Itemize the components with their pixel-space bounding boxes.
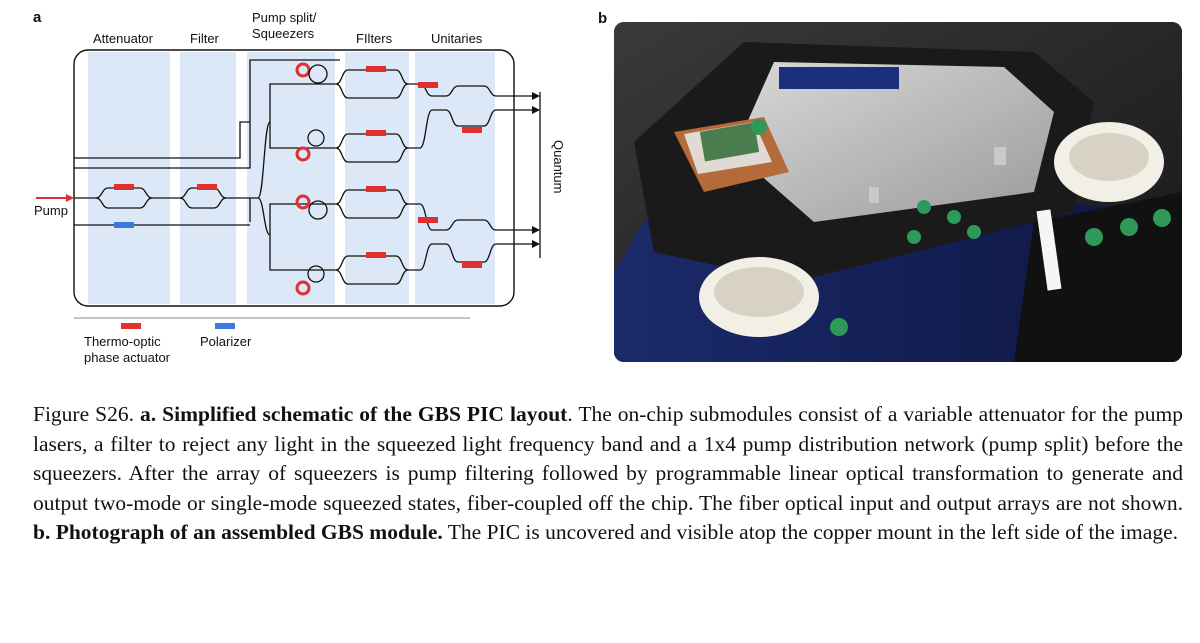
actuator-marker <box>197 184 217 190</box>
submodule-bands <box>88 52 495 304</box>
panel-b-letter: b <box>598 10 608 27</box>
chip-outline <box>73 49 515 307</box>
ring-resonator-icon <box>295 129 325 162</box>
actuator-marker <box>418 217 438 223</box>
legend-thermo-line1: Thermo-optic <box>84 334 161 349</box>
band-attenuator <box>88 52 170 304</box>
caption-figure-label: Figure S26. <box>33 402 134 426</box>
green-connector <box>751 119 767 135</box>
actuator-marker <box>114 184 134 190</box>
photograph-icon <box>614 22 1182 362</box>
actuator-marker <box>366 252 386 258</box>
header-pump-split: Pump split/ <box>252 10 317 25</box>
header-unitaries: Unitaries <box>431 31 483 46</box>
front-panel <box>1014 192 1182 362</box>
fiber-connectors <box>830 200 1171 336</box>
header-filters: FIlters <box>356 31 393 46</box>
pump-arrow-icon <box>36 194 74 202</box>
band-unitaries <box>415 52 495 304</box>
waveguides <box>74 59 541 285</box>
panel-a-letter: a <box>33 9 42 26</box>
actuator-marker <box>462 127 482 133</box>
thermo-optic-actuators <box>114 66 482 268</box>
legend-actuator-swatch <box>121 323 141 329</box>
figure-caption: Figure S26. a. Simplified schematic of t… <box>33 400 1183 548</box>
caption-a-label: a. <box>140 402 157 426</box>
caption-b-label: b. <box>33 520 51 544</box>
polarizer-marker <box>114 222 134 228</box>
header-squeezers: Squeezers <box>252 26 315 41</box>
caption-a-title: Simplified schematic of the GBS PIC layo… <box>162 402 568 426</box>
actuator-marker <box>366 130 386 136</box>
header-attenuator: Attenuator <box>93 31 154 46</box>
band-pump-split <box>247 52 335 304</box>
ring-resonator-icon <box>295 194 328 220</box>
label-sticker <box>1036 209 1062 291</box>
actuator-marker <box>418 82 438 88</box>
ring-resonator-icon <box>295 265 325 296</box>
gbs-pic-schematic: a Attenuator Filter Pump split/ Squeezer… <box>33 9 566 365</box>
metal-posts <box>869 147 1006 203</box>
actuator-marker <box>366 66 386 72</box>
quantum-label: Quantum <box>551 140 566 193</box>
ring-resonator-icon <box>295 62 328 84</box>
caption-b-title: Photograph of an assembled GBS module. <box>55 520 443 544</box>
legend-polarizer-label: Polarizer <box>200 334 252 349</box>
legend-polarizer-swatch <box>215 323 235 329</box>
plate-window <box>779 67 899 89</box>
actuator-marker <box>366 186 386 192</box>
squeezer-rings <box>295 62 328 296</box>
header-filter: Filter <box>190 31 220 46</box>
gbs-module-photograph <box>614 22 1182 362</box>
band-filter <box>180 52 236 304</box>
band-filters <box>345 52 409 304</box>
pump-label: Pump <box>34 203 68 218</box>
legend-thermo-line2: phase actuator <box>84 350 171 365</box>
output-arrowheads <box>532 92 540 248</box>
metal-plate <box>734 62 1054 222</box>
caption-b-text: The PIC is uncovered and visible atop th… <box>447 520 1178 544</box>
pic-chip <box>699 122 760 162</box>
caption-a-text: . The on-chip submodules consist of a va… <box>33 402 1183 515</box>
actuator-marker <box>462 262 482 268</box>
